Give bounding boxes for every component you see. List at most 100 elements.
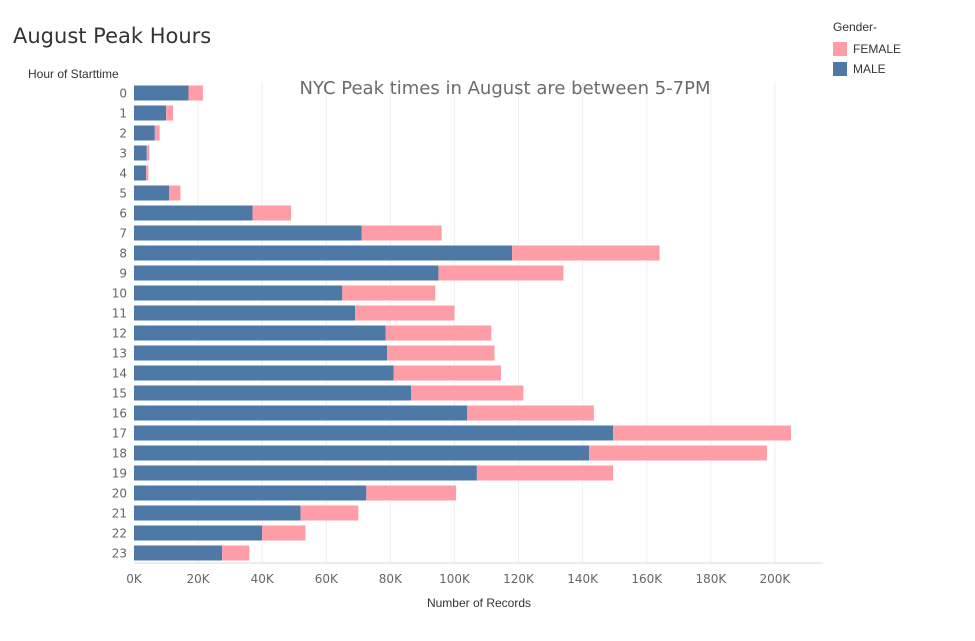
bar-male-hour-6[interactable] [134,205,253,221]
legend-item-female[interactable]: FEMALE [833,39,901,59]
bar-male-hour-12[interactable] [134,325,386,341]
legend-label-female: FEMALE [853,42,902,56]
bar-male-hour-7[interactable] [134,225,362,241]
bar-female-hour-4[interactable] [146,165,149,181]
x-tick-label: 120K [503,572,535,586]
bar-female-hour-12[interactable] [385,325,492,341]
y-tick-label: 5 [119,187,127,201]
x-axis-title: Number of Records [427,596,531,610]
bar-male-hour-11[interactable] [134,305,356,321]
bar-female-hour-3[interactable] [146,145,150,161]
bar-female-hour-22[interactable] [262,525,306,541]
bar-male-hour-10[interactable] [134,285,343,301]
bar-female-hour-16[interactable] [467,405,594,421]
x-tick-label: 60K [315,572,339,586]
y-tick-label: 23 [112,547,127,561]
bar-male-hour-2[interactable] [134,125,155,141]
y-tick-label: 10 [112,287,127,301]
y-tick-label: 9 [119,267,127,281]
x-tick-label: 80K [379,572,403,586]
y-tick-label: 14 [112,367,127,381]
bar-female-hour-10[interactable] [342,285,436,301]
y-tick-label: 11 [112,307,127,321]
x-tick-label: 0K [126,572,143,586]
bar-male-hour-16[interactable] [134,405,468,421]
x-tick-label: 40K [251,572,275,586]
y-tick-label: 12 [112,327,127,341]
y-tick-label: 22 [112,527,127,541]
bar-female-hour-18[interactable] [589,445,767,461]
bar-female-hour-9[interactable] [438,265,564,281]
x-tick-label: 180K [695,572,727,586]
bar-female-hour-6[interactable] [252,205,292,221]
bar-male-hour-9[interactable] [134,265,439,281]
bar-male-hour-1[interactable] [134,105,167,121]
bars [134,85,791,561]
bar-male-hour-20[interactable] [134,485,367,501]
x-tick-label: 200K [760,572,792,586]
y-tick-label: 3 [119,147,127,161]
y-tick-label: 20 [112,487,127,501]
y-tick-label: 1 [119,107,127,121]
bar-male-hour-21[interactable] [134,505,301,521]
bar-female-hour-1[interactable] [166,105,174,121]
bar-female-hour-19[interactable] [476,465,614,481]
legend-item-male[interactable]: MALE [833,59,901,79]
y-tick-label: 16 [112,407,127,421]
x-tick-label: 100K [439,572,471,586]
bar-male-hour-15[interactable] [134,385,412,401]
y-tick-label: 19 [112,467,127,481]
x-tick-label: 20K [187,572,211,586]
bar-male-hour-3[interactable] [134,145,147,161]
bar-male-hour-14[interactable] [134,365,394,381]
y-tick-label: 8 [119,247,127,261]
annotation: NYC Peak times in August are between 5-7… [299,78,710,99]
bar-male-hour-4[interactable] [134,165,147,181]
bar-male-hour-23[interactable] [134,545,223,561]
bar-female-hour-23[interactable] [222,545,250,561]
legend: Gender- FEMALE MALE [833,20,901,79]
chart-title: August Peak Hours [13,24,212,48]
bar-female-hour-0[interactable] [188,85,203,101]
bar-female-hour-13[interactable] [387,345,495,361]
bar-female-hour-17[interactable] [613,425,791,441]
bar-female-hour-2[interactable] [154,125,160,141]
y-tick-label: 6 [119,207,127,221]
y-tick-label: 2 [119,127,127,141]
bar-male-hour-17[interactable] [134,425,614,441]
x-tick-label: 140K [567,572,599,586]
bar-female-hour-8[interactable] [512,245,660,261]
y-tick-label: 0 [119,87,127,101]
x-tick-label: 160K [631,572,663,586]
bar-male-hour-22[interactable] [134,525,263,541]
legend-swatch-female [833,42,847,56]
y-tick-label: 17 [112,427,127,441]
bar-male-hour-18[interactable] [134,445,590,461]
bar-female-hour-5[interactable] [169,185,181,201]
bar-male-hour-5[interactable] [134,185,170,201]
bar-male-hour-19[interactable] [134,465,477,481]
bar-female-hour-7[interactable] [361,225,442,241]
bar-female-hour-21[interactable] [300,505,359,521]
y-tick-label: 15 [112,387,127,401]
bar-female-hour-20[interactable] [366,485,457,501]
y-tick-label: 21 [112,507,127,521]
legend-swatch-male [833,62,847,76]
y-tick-label: 7 [119,227,127,241]
bar-female-hour-11[interactable] [355,305,455,321]
bar-female-hour-14[interactable] [393,365,501,381]
x-tick-labels: 0K 20K 40K 60K 80K 100K 120K 140K 160K 180K 200K [126,572,791,586]
y-tick-label: 4 [119,167,127,181]
legend-title: Gender- [833,20,878,34]
y-tick-label: 18 [112,447,127,461]
bar-male-hour-13[interactable] [134,345,388,361]
bar-female-hour-15[interactable] [411,385,524,401]
bar-male-hour-8[interactable] [134,245,513,261]
gridlines [197,82,776,563]
y-tick-label: 13 [112,347,127,361]
bar-male-hour-0[interactable] [134,85,189,101]
y-axis-title: Hour of Starttime [28,67,119,81]
legend-label-male: MALE [853,62,886,76]
